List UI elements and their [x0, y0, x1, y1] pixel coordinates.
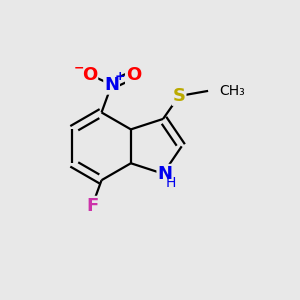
Text: N: N	[157, 165, 172, 183]
Text: S: S	[172, 87, 186, 105]
Text: O: O	[126, 66, 141, 84]
Text: −: −	[74, 61, 85, 75]
Text: F: F	[86, 196, 98, 214]
Text: N: N	[104, 76, 119, 94]
Text: +: +	[115, 70, 125, 83]
Text: CH₃: CH₃	[219, 84, 245, 98]
Text: H: H	[166, 176, 176, 190]
Text: O: O	[82, 66, 97, 84]
